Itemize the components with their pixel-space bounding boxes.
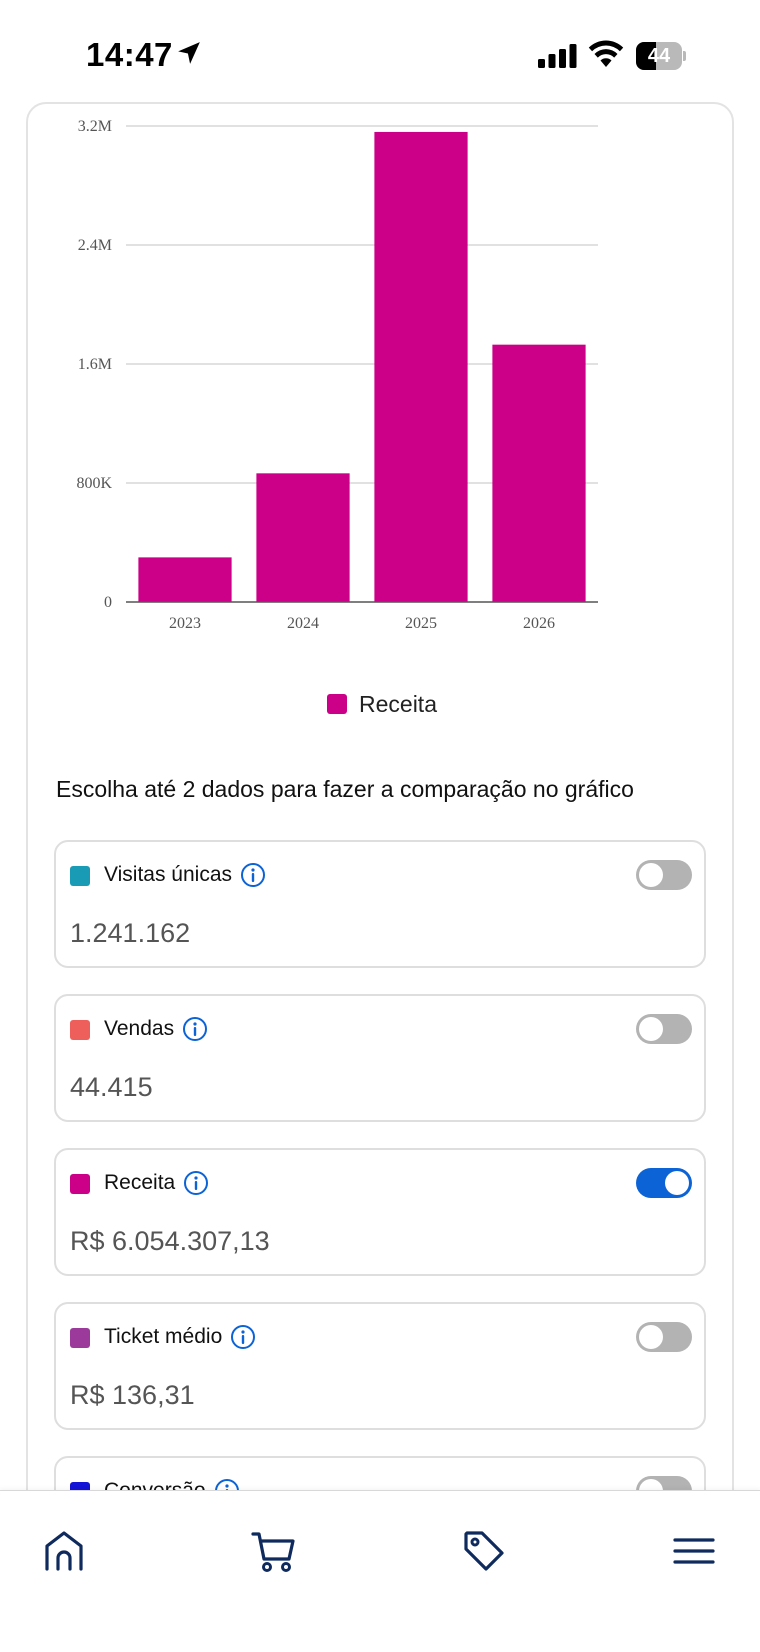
y-tick-label: 3.2M <box>78 118 112 135</box>
legend-label: Receita <box>359 690 437 717</box>
bar-2023 <box>138 557 232 602</box>
metric-card: Visitas únicas 1.241.162 <box>54 840 706 968</box>
metric-label: Vendas <box>104 1017 175 1040</box>
y-tick-label: 1.6M <box>78 356 112 373</box>
bottom-navigation <box>0 1490 760 1652</box>
revenue-bar-chart: 0 800K 1.6M 2.4M 3.2M 2023 2024 2025 2026 <box>76 118 598 632</box>
battery-icon: 44 <box>636 42 686 70</box>
wifi-icon <box>588 40 624 67</box>
metric-label: Receita <box>104 1171 176 1194</box>
metric-card: Ticket médio R$ 136,31 <box>54 1302 706 1430</box>
metric-toggle[interactable] <box>636 860 692 890</box>
metric-toggle[interactable] <box>636 1168 692 1198</box>
y-tick-label: 800K <box>76 475 112 492</box>
y-tick-label: 2.4M <box>78 237 112 254</box>
nav-tag-button[interactable] <box>454 1521 514 1581</box>
nav-cart-button[interactable] <box>244 1521 304 1581</box>
menu-icon <box>673 1538 715 1564</box>
metric-color-swatch <box>70 1328 90 1348</box>
x-tick-label: 2026 <box>523 615 555 632</box>
metric-label-row: Visitas únicas <box>104 862 266 888</box>
metric-toggle[interactable] <box>636 1322 692 1352</box>
info-icon[interactable] <box>240 862 266 888</box>
battery-fill <box>636 42 657 70</box>
compare-instructions: Escolha até 2 dados para fazer a compara… <box>56 776 634 802</box>
metric-value: R$ 136,31 <box>70 1380 195 1410</box>
metric-label-row: Vendas <box>104 1016 208 1042</box>
metric-label-row: Receita <box>104 1170 209 1196</box>
metric-color-swatch <box>70 1020 90 1040</box>
toggle-knob <box>639 1017 663 1041</box>
home-icon <box>45 1531 83 1571</box>
nav-home-button[interactable] <box>34 1521 94 1581</box>
toggle-knob <box>665 1171 689 1195</box>
metric-label-row: Ticket médio <box>104 1324 256 1350</box>
info-icon[interactable] <box>230 1324 256 1350</box>
y-tick-label: 0 <box>104 594 112 611</box>
bar-2025 <box>374 131 468 602</box>
metric-value: 1.241.162 <box>70 918 191 948</box>
chart-legend: Receita <box>28 684 732 724</box>
cellular-signal-icon <box>538 44 577 68</box>
bar-2026 <box>492 344 586 602</box>
status-bar: 14:47 44 <box>0 0 760 100</box>
metric-label: Ticket médio <box>104 1325 223 1348</box>
metric-value: 44.415 <box>70 1072 153 1102</box>
chart-card: 0 800K 1.6M 2.4M 3.2M 2023 2024 2025 2026 Receit… <box>26 102 734 1652</box>
metric-color-swatch <box>70 866 90 886</box>
metric-toggle[interactable] <box>636 1014 692 1044</box>
x-tick-label: 2023 <box>169 615 201 632</box>
tag-icon <box>464 1531 504 1571</box>
metric-label: Visitas únicas <box>104 863 233 886</box>
status-time: 14:47 <box>86 36 173 73</box>
bar-2024 <box>256 473 350 602</box>
metric-color-swatch <box>70 1174 90 1194</box>
toggle-knob <box>639 1325 663 1349</box>
x-tick-label: 2024 <box>287 615 319 632</box>
toggle-knob <box>639 863 663 887</box>
battery-percent: 44 <box>647 45 671 67</box>
cart-icon <box>251 1532 295 1572</box>
metric-card: Receita R$ 6.054.307,13 <box>54 1148 706 1276</box>
info-icon[interactable] <box>183 1170 209 1196</box>
legend-swatch <box>327 694 347 714</box>
nav-menu-button[interactable] <box>664 1521 724 1581</box>
info-icon[interactable] <box>182 1016 208 1042</box>
location-arrow-icon <box>178 42 200 64</box>
x-tick-label: 2025 <box>405 615 437 632</box>
metric-value: R$ 6.054.307,13 <box>70 1226 270 1256</box>
metric-card: Vendas 44.415 <box>54 994 706 1122</box>
